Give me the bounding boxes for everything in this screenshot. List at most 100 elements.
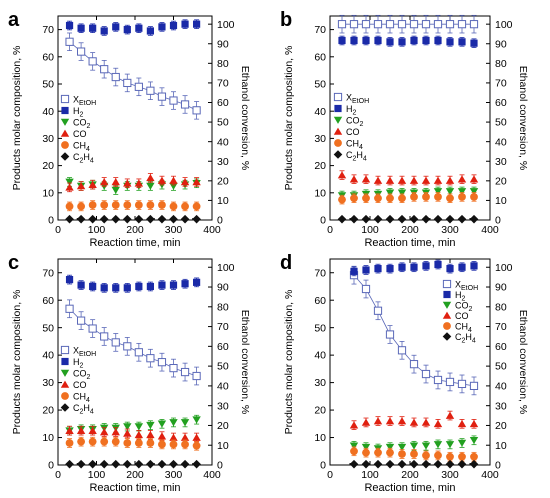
data-point: [169, 440, 178, 449]
data-point: [146, 173, 155, 182]
data-point: [65, 37, 74, 46]
series-CH4: [65, 200, 201, 212]
y-tick-label: 50: [42, 79, 54, 91]
data-point: [88, 201, 97, 209]
legend-label: CH4: [346, 139, 363, 152]
data-point: [433, 20, 443, 29]
data-point: [433, 441, 443, 449]
data-point: [409, 418, 419, 426]
data-point: [361, 418, 371, 426]
legend-label: CO2: [73, 118, 91, 131]
data-point: [77, 316, 86, 325]
data-point: [421, 442, 431, 450]
data-point: [135, 24, 143, 32]
y2-tick-label: 50: [217, 117, 229, 129]
x-tick-label: 200: [126, 224, 144, 236]
data-point: [169, 96, 178, 105]
series-CO2: [65, 414, 201, 436]
data-point: [180, 214, 190, 224]
data-point: [385, 214, 395, 224]
data-point: [134, 430, 144, 439]
data-point: [65, 21, 74, 30]
data-point: [385, 417, 395, 425]
data-point: [469, 436, 479, 445]
data-point: [445, 411, 455, 419]
y-axis-label: Products molar composition, %: [283, 46, 295, 191]
chart-panel-b: 0 100 200 300 400010203040506070010203040506…: [280, 9, 529, 249]
data-point: [111, 437, 120, 446]
data-point: [385, 176, 395, 184]
data-point: [397, 20, 407, 29]
data-point: [458, 192, 466, 201]
data-point: [111, 201, 120, 209]
y2-axis-label: Ethanol conversion, %: [517, 310, 529, 414]
legend-label: C2H4: [73, 403, 94, 416]
data-point: [446, 194, 454, 203]
legend-marker: [60, 369, 70, 377]
legend-label: H2: [346, 104, 357, 117]
data-point: [398, 450, 406, 458]
data-point: [445, 188, 455, 196]
legend-marker: [334, 139, 342, 147]
data-point: [374, 194, 382, 203]
series-H2: [350, 259, 478, 277]
data-point: [181, 20, 189, 28]
data-point: [409, 442, 419, 450]
data-point: [385, 443, 395, 452]
y2-tick-label: 50: [495, 361, 507, 373]
panel-label: d: [280, 252, 292, 274]
data-point: [409, 20, 419, 29]
chart-panel-d: 0 100 200 300 400010203040506070010203040506…: [280, 252, 529, 494]
y2-tick-label: 90: [495, 282, 507, 294]
data-point: [337, 214, 347, 224]
y-tick-label: 60: [314, 295, 326, 307]
y2-tick-label: 30: [217, 156, 229, 168]
data-point: [180, 459, 190, 469]
legend-marker: [442, 311, 452, 319]
data-point: [361, 284, 371, 294]
data-point: [77, 47, 86, 56]
series-C2H4: [65, 459, 201, 469]
data-point: [457, 175, 467, 183]
series-C2H4: [65, 214, 201, 224]
y2-tick-label: 80: [217, 301, 229, 313]
data-point: [338, 36, 346, 45]
y-tick-label: 70: [42, 24, 54, 36]
data-point: [397, 214, 407, 224]
data-point: [422, 192, 430, 201]
data-point: [397, 176, 407, 184]
data-point: [111, 459, 121, 469]
data-point: [469, 188, 479, 196]
data-point: [361, 443, 371, 452]
legend-label: CO: [73, 129, 87, 139]
data-point: [446, 452, 454, 461]
data-point: [100, 178, 109, 186]
y-tick-label: 30: [42, 133, 54, 145]
y2-tick-label: 20: [495, 175, 507, 187]
data-point: [421, 459, 431, 469]
data-point: [134, 179, 144, 187]
series-CH4: [338, 192, 478, 205]
y-tick-label: 40: [314, 106, 326, 118]
x-tick-label: 200: [401, 469, 419, 481]
data-point: [361, 214, 371, 224]
series-CH4: [65, 436, 201, 451]
y2-tick-label: 0: [217, 215, 223, 227]
y2-tick-label: 60: [495, 341, 507, 353]
chart-panel-a: 0 100 200 300 400010203040506070010203040506…: [8, 9, 251, 249]
data-point: [180, 100, 190, 109]
data-point: [422, 36, 430, 45]
data-point: [111, 428, 120, 436]
x-tick-label: 100: [88, 224, 106, 236]
data-point: [361, 175, 371, 183]
y-tick-label: 30: [314, 133, 326, 145]
data-point: [385, 459, 395, 469]
series-XEtOH: [337, 14, 479, 34]
data-point: [88, 180, 97, 188]
data-point: [350, 36, 358, 45]
data-point: [350, 447, 358, 456]
y-tick-label: 30: [42, 377, 54, 389]
x-tick-label: 300: [165, 469, 183, 481]
y-tick-label: 70: [314, 24, 326, 36]
